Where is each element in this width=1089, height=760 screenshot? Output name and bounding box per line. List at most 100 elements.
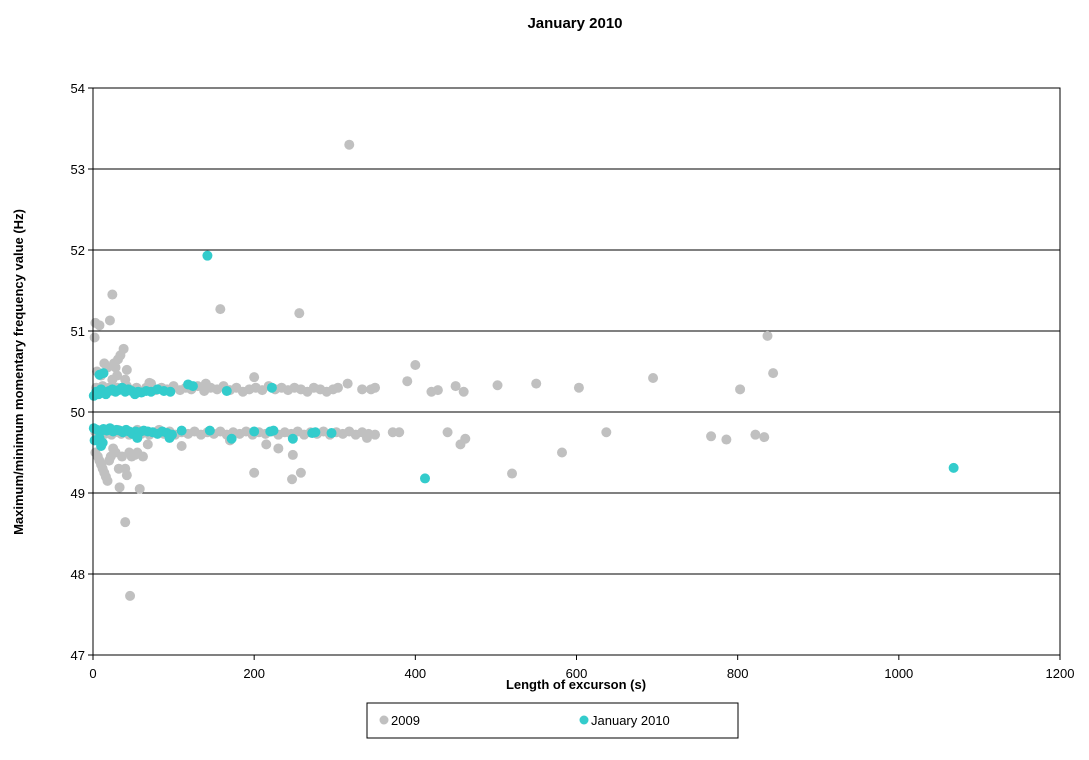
data-point bbox=[268, 425, 279, 436]
legend-marker bbox=[579, 715, 589, 725]
data-point bbox=[361, 432, 372, 443]
data-point bbox=[492, 380, 503, 391]
x-tick-label: 1000 bbox=[884, 666, 913, 681]
y-tick-label: 53 bbox=[71, 162, 85, 177]
data-point bbox=[221, 385, 232, 396]
data-point bbox=[266, 382, 277, 393]
legend: 2009 January 2010 bbox=[366, 702, 739, 739]
data-point bbox=[948, 462, 959, 473]
data-point bbox=[287, 474, 298, 485]
data-point bbox=[295, 467, 306, 478]
data-point bbox=[310, 427, 321, 438]
data-point bbox=[273, 443, 284, 454]
data-point bbox=[735, 384, 746, 395]
data-point bbox=[573, 382, 584, 393]
data-point bbox=[107, 289, 118, 300]
x-tick-label: 0 bbox=[89, 666, 96, 681]
gridlines bbox=[93, 87, 1060, 656]
data-point bbox=[706, 431, 717, 442]
legend-marker bbox=[379, 715, 389, 725]
x-tick-label: 800 bbox=[727, 666, 749, 681]
data-point bbox=[750, 429, 761, 440]
x-tick-label: 400 bbox=[404, 666, 426, 681]
data-point bbox=[402, 376, 413, 387]
data-point bbox=[326, 428, 337, 439]
data-point bbox=[759, 432, 770, 443]
y-tick-label: 48 bbox=[71, 567, 85, 582]
data-point bbox=[176, 425, 187, 436]
data-point bbox=[187, 381, 198, 392]
data-point bbox=[556, 447, 567, 458]
data-point bbox=[721, 434, 732, 445]
data-point bbox=[287, 433, 298, 444]
data-point bbox=[458, 386, 469, 397]
data-point bbox=[102, 475, 113, 486]
data-points bbox=[88, 139, 959, 601]
data-point bbox=[144, 377, 155, 388]
data-point bbox=[450, 381, 461, 392]
x-axis-ticks: 0 200 400 600 800 1000 1200 bbox=[89, 655, 1074, 681]
series-1 bbox=[88, 250, 959, 484]
data-point bbox=[226, 433, 237, 444]
y-tick-label: 49 bbox=[71, 486, 85, 501]
legend-box bbox=[366, 702, 739, 739]
data-point bbox=[357, 384, 368, 395]
data-point bbox=[104, 315, 115, 326]
data-point bbox=[410, 360, 421, 371]
data-point bbox=[420, 473, 431, 484]
x-tick-label: 200 bbox=[243, 666, 265, 681]
y-tick-label: 52 bbox=[71, 243, 85, 258]
data-point bbox=[215, 304, 226, 315]
data-point bbox=[176, 441, 187, 452]
y-axis-title: Maximum/minimum momentary frequency valu… bbox=[11, 209, 26, 535]
data-point bbox=[370, 382, 381, 393]
data-point bbox=[344, 139, 355, 150]
data-point bbox=[762, 330, 773, 341]
data-point bbox=[531, 378, 542, 389]
data-point bbox=[134, 483, 145, 494]
data-point bbox=[768, 368, 779, 379]
data-point bbox=[332, 382, 343, 393]
data-point bbox=[261, 439, 272, 450]
data-point bbox=[342, 378, 353, 389]
data-point bbox=[249, 372, 260, 383]
data-point bbox=[97, 437, 108, 448]
legend-label: 2009 bbox=[391, 713, 420, 728]
data-point bbox=[165, 386, 176, 397]
data-point bbox=[114, 482, 125, 493]
plot-area bbox=[93, 88, 1060, 655]
legend-label: January 2010 bbox=[591, 713, 670, 728]
y-tick-label: 47 bbox=[71, 648, 85, 663]
data-point bbox=[132, 432, 143, 443]
data-point bbox=[164, 432, 175, 443]
data-point bbox=[121, 364, 132, 375]
data-point bbox=[137, 451, 148, 462]
data-point bbox=[432, 385, 443, 396]
data-point bbox=[110, 362, 121, 373]
data-point bbox=[112, 370, 123, 381]
data-point bbox=[442, 427, 453, 438]
data-point bbox=[120, 517, 131, 528]
data-point bbox=[204, 425, 215, 436]
x-tick-label: 1200 bbox=[1046, 666, 1075, 681]
data-point bbox=[98, 368, 109, 379]
data-point bbox=[287, 449, 298, 460]
data-point bbox=[94, 320, 105, 331]
data-point bbox=[460, 433, 471, 444]
data-point bbox=[118, 343, 129, 354]
data-point bbox=[142, 439, 153, 450]
data-point bbox=[370, 429, 381, 440]
data-point bbox=[394, 427, 405, 438]
chart-title: January 2010 bbox=[527, 15, 622, 32]
data-point bbox=[125, 590, 136, 601]
y-axis-ticks: 47 48 49 50 51 52 53 54 bbox=[71, 81, 93, 663]
data-point bbox=[249, 426, 260, 437]
data-point bbox=[200, 378, 211, 389]
data-point bbox=[121, 470, 132, 481]
x-tick-label: 600 bbox=[566, 666, 588, 681]
data-point bbox=[648, 372, 659, 383]
plot-border bbox=[92, 87, 1061, 656]
data-point bbox=[507, 468, 518, 479]
y-tick-label: 54 bbox=[71, 81, 85, 96]
